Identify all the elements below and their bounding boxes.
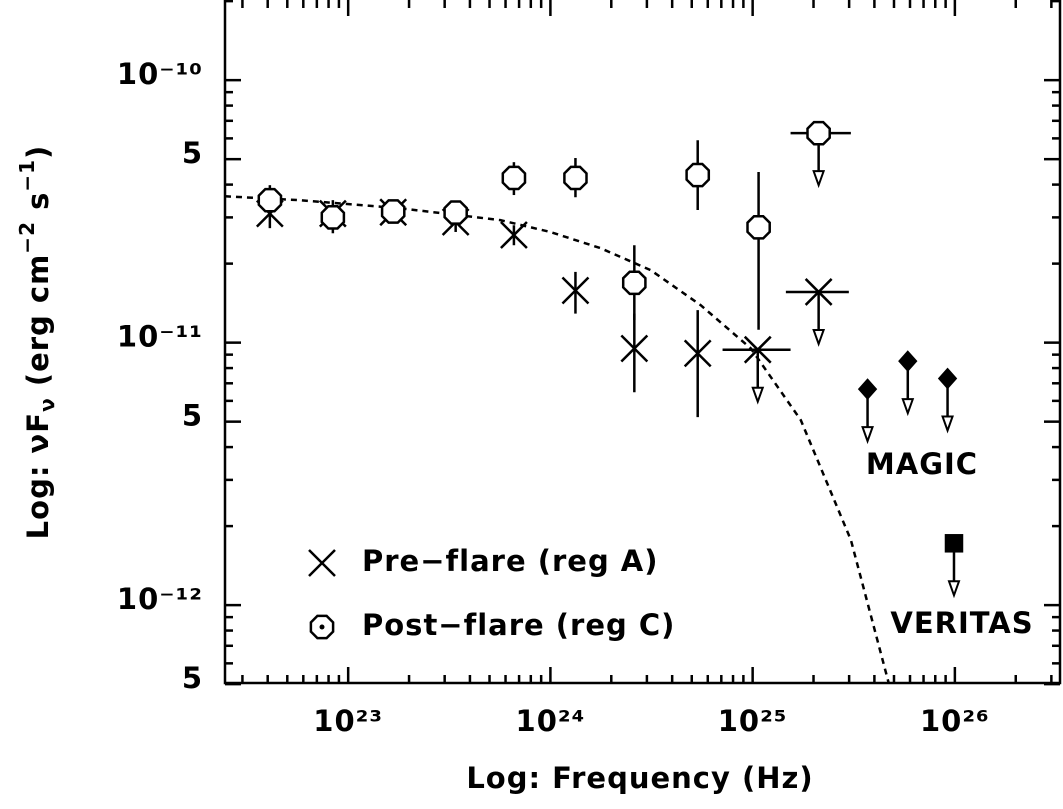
marker-octagon <box>380 199 406 224</box>
marker-octagon <box>806 120 831 146</box>
x-tick-label: 10²⁵ <box>718 704 788 738</box>
y-tick-label: 5 <box>182 661 203 695</box>
plot-frame <box>223 0 1062 685</box>
legend-marker-dot <box>319 624 325 630</box>
y-tick-label: 10⁻¹¹ <box>117 320 203 354</box>
y-axis-label-sub: ν <box>35 397 59 412</box>
y-axis-label: Log: νFν (erg cm−2 s−1) <box>15 145 59 540</box>
marker-x <box>500 221 528 249</box>
x-tick-label: 10²⁴ <box>516 704 586 738</box>
plot-area <box>225 120 964 683</box>
y-axis-label-part: s <box>21 192 55 221</box>
y-axis-label-part: Log: νF <box>21 412 55 539</box>
marker-x <box>743 335 772 364</box>
marker-x <box>804 278 833 306</box>
annotation-magic: MAGIC <box>866 447 978 481</box>
y-axis-label-part: (erg cm <box>21 254 55 398</box>
upper-limit-arrowhead <box>941 415 954 434</box>
x-tick-label: 10²³ <box>313 704 383 738</box>
upper-limit-arrowhead <box>751 386 765 405</box>
annotation-veritas: VERITAS <box>890 606 1033 640</box>
y-axis-label-part: ) <box>21 145 55 159</box>
y-tick-label: 10⁻¹⁰ <box>117 57 203 91</box>
marker-diamond <box>898 350 918 373</box>
x-tick-label: 10²⁶ <box>920 704 990 738</box>
marker-x <box>561 276 590 305</box>
marker-diamond <box>857 378 878 401</box>
marker-x <box>683 339 712 368</box>
upper-limit-arrowhead <box>812 328 826 347</box>
y-tick-label: 5 <box>182 399 203 433</box>
marker-octagon <box>257 187 283 213</box>
marker-octagon <box>563 165 588 191</box>
marker-x <box>620 334 649 363</box>
upper-limit-arrowhead <box>861 426 874 445</box>
y-axis-label-sup: −1 <box>15 159 39 192</box>
legend-label: Pre−flare (reg A) <box>362 544 659 578</box>
upper-limit-arrowhead <box>947 580 961 599</box>
upper-limit-arrowhead <box>812 170 826 189</box>
marker-octagon <box>320 205 346 230</box>
x-axis-label: Log: Frequency (Hz) <box>466 761 813 795</box>
legend-label: Post−flare (reg C) <box>362 608 675 642</box>
marker-octagon <box>621 270 647 296</box>
marker-diamond <box>937 367 958 390</box>
marker-octagon <box>501 165 527 191</box>
y-axis-label-sup: −2 <box>15 221 39 254</box>
marker-octagon <box>443 200 468 225</box>
marker-square <box>944 534 964 553</box>
upper-limit-arrowhead <box>901 398 915 417</box>
y-tick-label: 5 <box>182 136 203 170</box>
y-tick-label: 10⁻¹² <box>117 582 203 616</box>
marker-octagon <box>685 162 711 188</box>
marker-x <box>308 549 336 577</box>
marker-octagon <box>746 214 771 240</box>
